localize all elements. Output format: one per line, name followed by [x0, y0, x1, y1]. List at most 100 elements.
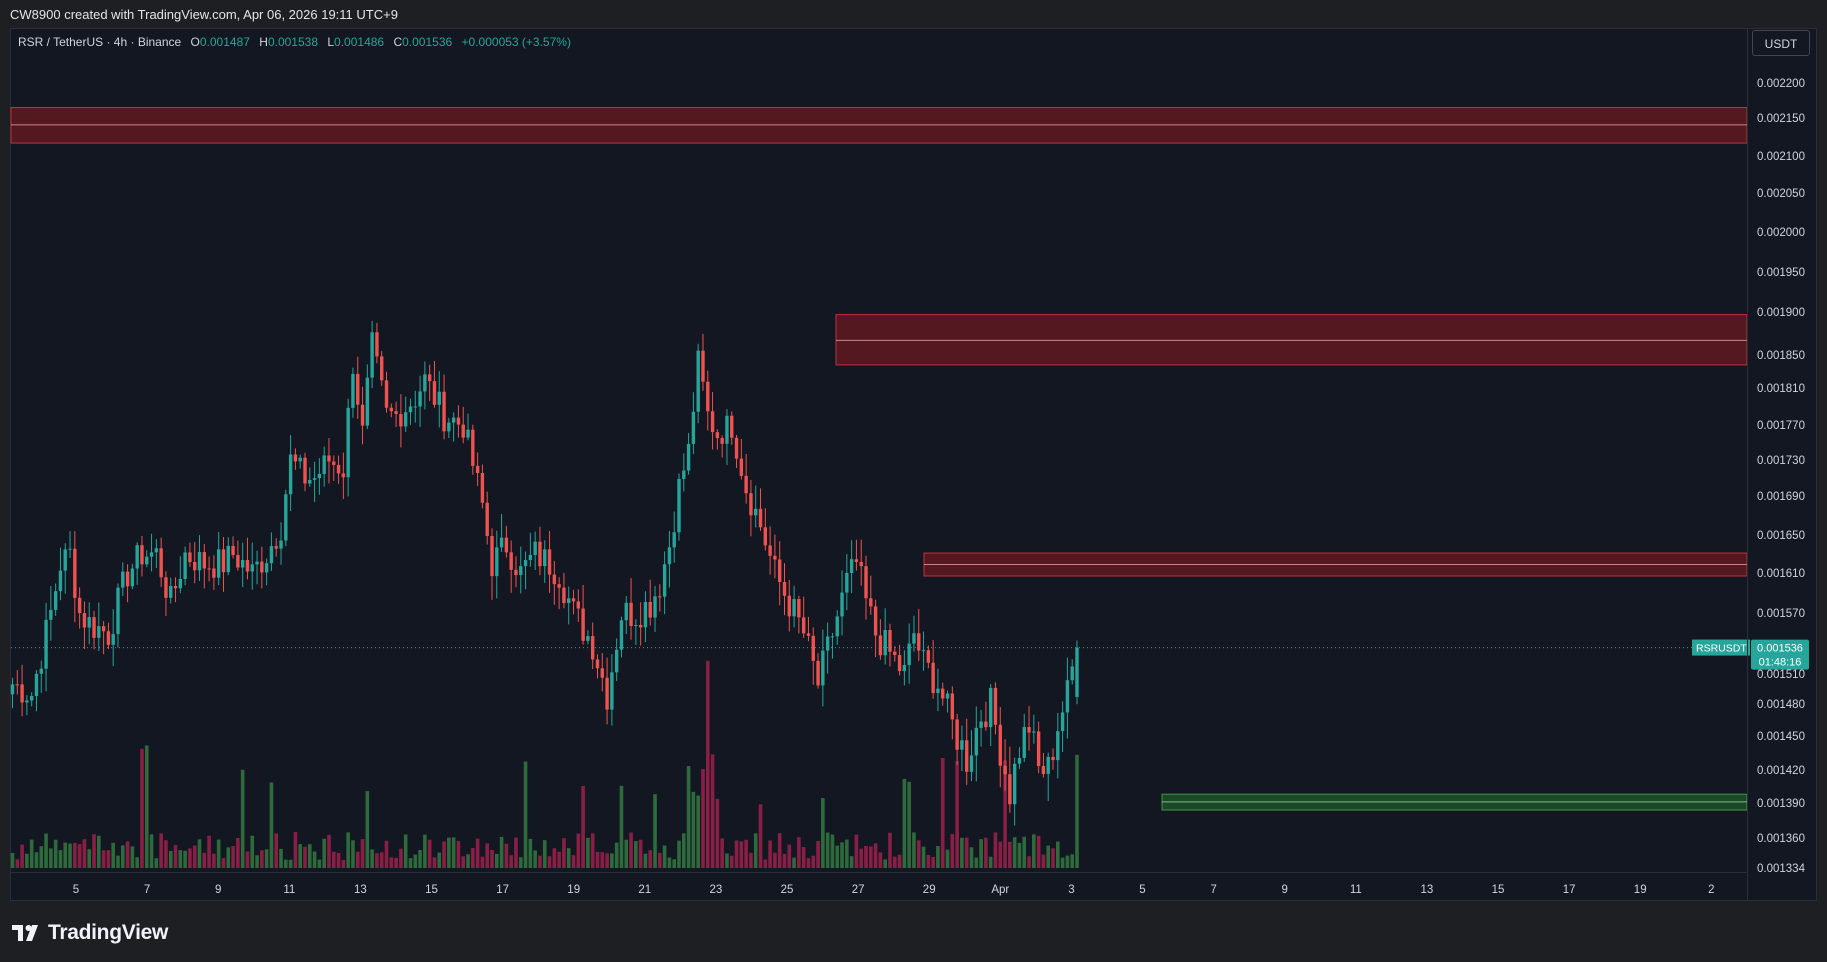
candle-body	[106, 631, 111, 645]
volume-bar	[1070, 854, 1074, 868]
candle	[730, 411, 734, 445]
time-tick-label: 5	[1139, 884, 1145, 896]
candle	[250, 542, 254, 590]
volume-bar	[427, 839, 432, 868]
candle-body	[269, 546, 274, 564]
volume-bar	[562, 838, 566, 868]
candle	[547, 530, 552, 593]
volume-bar	[355, 851, 360, 868]
candle-body	[255, 561, 259, 565]
candle	[255, 550, 259, 585]
candle	[859, 539, 863, 586]
candle	[1027, 705, 1031, 751]
candle	[169, 577, 173, 604]
candle-body	[495, 547, 499, 577]
volume-bar	[365, 791, 370, 868]
volume-bar	[614, 842, 619, 868]
candle-body	[279, 540, 283, 549]
volume-bar	[1060, 857, 1065, 868]
volume-bar	[936, 846, 940, 868]
candle	[672, 511, 676, 563]
candle	[581, 584, 585, 645]
volume-bar	[734, 840, 739, 868]
candle	[1060, 701, 1065, 753]
candle	[322, 446, 326, 487]
candle	[931, 639, 935, 699]
chart-frame[interactable]	[10, 28, 1817, 901]
candle	[480, 464, 485, 509]
volume-bar	[705, 660, 710, 868]
candle-body	[236, 554, 240, 568]
volume-bar	[964, 837, 969, 868]
price-tick-label: 0.002200	[1757, 78, 1805, 90]
candle	[763, 508, 768, 551]
symbol-label[interactable]: RSR / TetherUS · 4h · Binance	[18, 35, 182, 49]
candle	[53, 583, 58, 616]
volume-bar	[902, 778, 907, 868]
volume-bar	[394, 857, 398, 868]
volume-bar	[777, 833, 782, 868]
candle	[432, 360, 437, 408]
candle	[797, 595, 801, 634]
candle	[936, 668, 940, 712]
candle	[557, 577, 561, 610]
last-price-line-layer: RSRUSDT 0.001536 01:48:16	[11, 639, 1809, 670]
candle	[988, 684, 993, 746]
candle-body	[686, 443, 691, 471]
candle-body	[423, 374, 427, 392]
volume-bar	[49, 848, 53, 868]
volume-bar	[821, 798, 825, 868]
candle	[1017, 747, 1022, 769]
volume-bar	[1017, 842, 1022, 868]
candle-body	[341, 473, 346, 478]
candle-body	[418, 391, 422, 407]
volume-bar	[231, 846, 235, 868]
candle	[288, 435, 293, 512]
volume-bar	[696, 795, 700, 868]
volume-bar	[658, 853, 662, 868]
time-tick-label: 7	[1210, 884, 1216, 896]
zone-resistance-1	[835, 314, 1748, 366]
price-tick-label: 0.001610	[1757, 568, 1805, 580]
price-tick-label: 0.001420	[1757, 765, 1805, 777]
candle-body	[734, 437, 739, 459]
volume-bar	[859, 848, 864, 868]
candle	[979, 710, 983, 747]
candle-body	[816, 660, 820, 686]
symbol-tag-bg	[1692, 639, 1750, 656]
candle-body	[322, 455, 326, 474]
price-tick-label: 0.001334	[1757, 863, 1806, 875]
candle	[960, 725, 964, 772]
volume-bar	[1003, 760, 1007, 868]
price-axis-separator	[1747, 28, 1748, 901]
volume-bar	[945, 849, 950, 868]
candle	[77, 587, 82, 629]
currency-button[interactable]: USDT	[1752, 30, 1810, 56]
candle	[82, 601, 87, 650]
volume-bar	[1056, 841, 1060, 868]
candle	[667, 530, 672, 588]
candle	[451, 412, 456, 442]
candle	[39, 660, 43, 693]
candle	[1065, 657, 1070, 739]
candle-body	[226, 545, 230, 573]
tradingview-logo-text: TradingView	[48, 921, 169, 944]
volume-bar	[168, 850, 173, 868]
candle-body	[92, 617, 96, 638]
candle-body	[586, 636, 590, 641]
volume-bar	[1051, 848, 1055, 868]
volume-bar	[202, 852, 207, 868]
candle-body	[845, 572, 849, 593]
candle-body	[667, 547, 672, 565]
volume-bar	[216, 839, 221, 868]
candle	[111, 609, 115, 667]
candle	[1012, 757, 1017, 826]
candle	[188, 542, 192, 567]
volume-bar	[542, 840, 547, 868]
candle	[413, 390, 417, 423]
candle-body	[1017, 757, 1022, 764]
tradingview-logo[interactable]: TradingView	[12, 921, 168, 945]
candle-body	[164, 577, 168, 598]
candle-body	[63, 549, 67, 571]
